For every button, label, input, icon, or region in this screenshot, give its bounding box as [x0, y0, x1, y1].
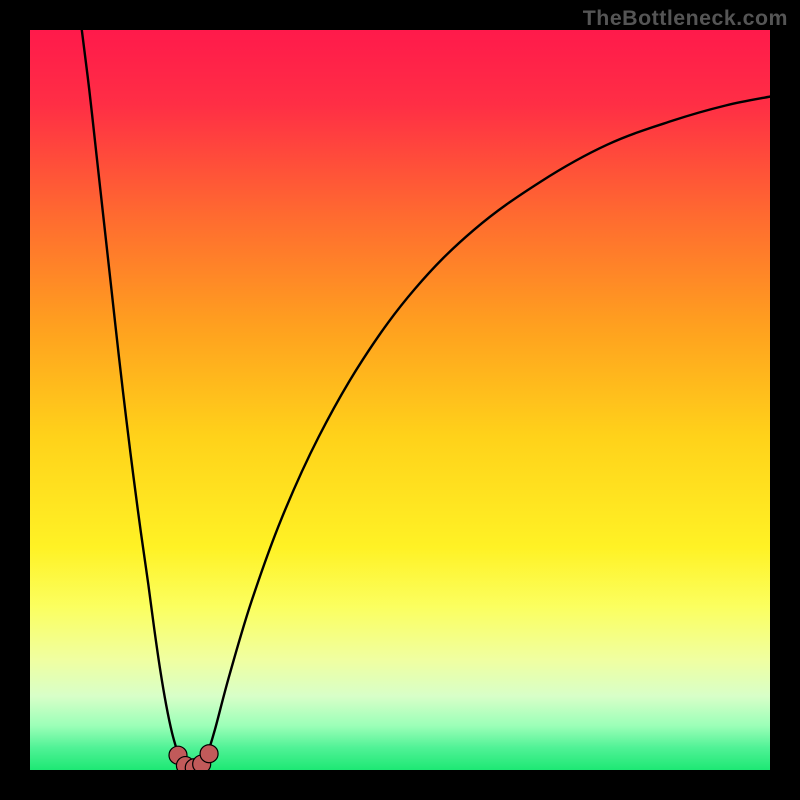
watermark-label: TheBottleneck.com — [583, 6, 788, 31]
canvas-root: TheBottleneck.com — [0, 0, 800, 800]
curve-right-branch — [208, 97, 770, 754]
curve-left-branch — [82, 30, 178, 754]
plot-area — [30, 30, 770, 770]
curve-layer — [30, 30, 770, 770]
minimum-marker — [200, 745, 218, 763]
